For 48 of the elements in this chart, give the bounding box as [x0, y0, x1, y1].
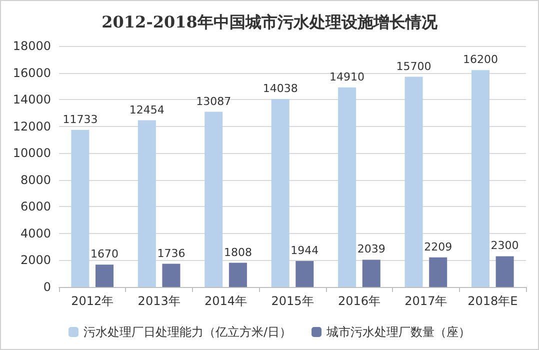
data-label: 15700	[396, 60, 432, 73]
bar	[404, 76, 423, 287]
bar	[162, 264, 180, 287]
bar	[471, 70, 490, 287]
x-tick-label: 2012年	[71, 294, 114, 308]
bar	[496, 256, 514, 287]
y-tick-label: 4000	[20, 226, 51, 240]
legend-label: 城市污水处理厂数量（座）	[326, 325, 471, 339]
bar	[138, 120, 156, 287]
x-tick-label: 2016年	[338, 294, 380, 308]
x-tick-label: 2013年	[138, 294, 180, 308]
data-label: 1670	[90, 248, 119, 261]
bar	[338, 87, 356, 287]
data-label: 16200	[462, 53, 498, 66]
x-tick-label: 2014年	[204, 294, 248, 308]
y-tick-label: 6000	[20, 200, 51, 214]
bar	[204, 112, 223, 287]
bar	[71, 130, 90, 287]
data-label: 2039	[357, 242, 386, 256]
data-label: 11733	[62, 112, 98, 126]
bar	[429, 257, 448, 287]
bar	[296, 260, 314, 287]
data-label: 1736	[157, 246, 186, 260]
y-tick-label: 16000	[12, 66, 51, 80]
data-label: 1944	[290, 244, 319, 257]
y-tick-label: 10000	[12, 146, 51, 160]
x-tick-label: 2015年	[271, 294, 314, 308]
y-tick-label: 2000	[20, 253, 51, 268]
y-tick-label: 0	[43, 280, 51, 294]
data-label: 2300	[490, 239, 519, 252]
y-tick-label: 8000	[20, 172, 51, 187]
bar	[362, 260, 380, 287]
bar	[271, 99, 290, 287]
y-tick-label: 14000	[12, 92, 51, 107]
x-tick-label: 2018年E	[468, 294, 518, 308]
data-label: 1808	[224, 246, 252, 259]
data-label: 2209	[424, 240, 452, 254]
x-tick-label: 2017年	[404, 294, 448, 308]
bar	[96, 264, 114, 287]
bar	[228, 262, 247, 287]
data-label: 12454	[129, 103, 164, 116]
y-tick-label: 18000	[12, 39, 51, 53]
y-tick-label: 12000	[12, 119, 51, 134]
data-label: 14910	[330, 70, 365, 84]
chart-title: 2012-2018年中国城市污水处理设施增长情况	[102, 12, 438, 32]
data-label: 13087	[196, 94, 232, 108]
data-label: 14038	[262, 82, 298, 96]
legend-label: 污水处理厂日处理能力（亿立方米/日）	[83, 325, 292, 339]
